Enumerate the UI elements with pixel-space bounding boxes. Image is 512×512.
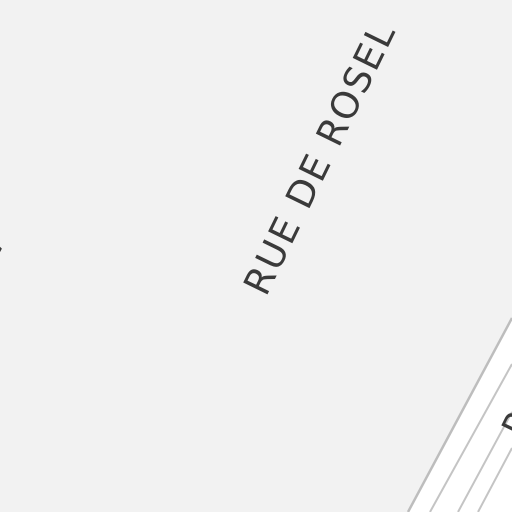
road-edge-line	[406, 317, 512, 512]
road-lane-line	[429, 363, 512, 512]
road-lane-line	[457, 411, 512, 512]
road-lane-line	[477, 447, 512, 512]
